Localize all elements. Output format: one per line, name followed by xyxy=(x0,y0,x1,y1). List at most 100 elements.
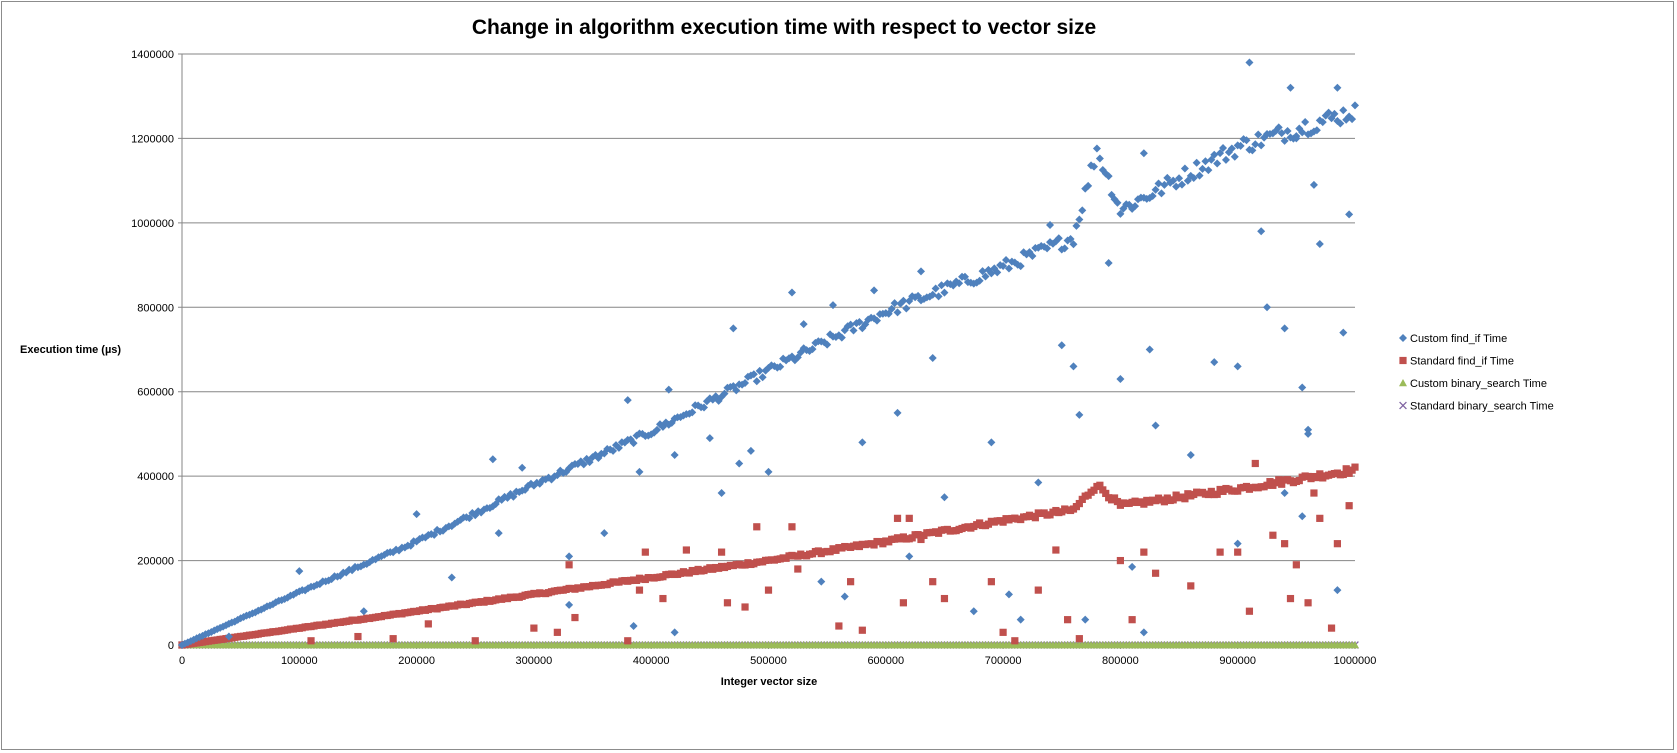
point-standard-find-if-time xyxy=(835,622,843,630)
point-custom-find-if-time xyxy=(817,577,826,586)
point-standard-find-if-time xyxy=(717,548,726,556)
point-standard-find-if-time xyxy=(999,628,1007,636)
point-custom-find-if-time xyxy=(916,267,925,276)
point-standard-find-if-time xyxy=(389,635,397,643)
point-standard-find-if-time xyxy=(1266,478,1274,486)
point-custom-find-if-time xyxy=(717,489,726,498)
gridlines xyxy=(178,53,1355,646)
point-standard-find-if-time xyxy=(1140,500,1148,508)
point-custom-find-if-time xyxy=(732,386,741,395)
point-custom-find-if-time xyxy=(1151,421,1160,430)
point-custom-find-if-time xyxy=(1066,234,1075,243)
y-axis-title: Execution time (µs) xyxy=(20,344,121,356)
point-custom-find-if-time xyxy=(981,272,990,281)
point-standard-find-if-time xyxy=(905,514,913,522)
point-custom-find-if-time xyxy=(565,600,574,609)
point-standard-find-if-time xyxy=(1327,624,1336,632)
point-standard-find-if-time xyxy=(1286,594,1295,603)
point-custom-find-if-time xyxy=(1219,143,1228,152)
point-custom-find-if-time xyxy=(899,296,908,305)
point-standard-find-if-time xyxy=(1313,473,1321,482)
point-custom-find-if-time xyxy=(837,333,846,342)
point-standard-find-if-time xyxy=(565,561,573,569)
point-standard-find-if-time xyxy=(1064,616,1072,624)
point-custom-find-if-time xyxy=(653,425,662,434)
legend-label: Custom find_if Time xyxy=(1410,333,1507,345)
point-custom-find-if-time xyxy=(1213,159,1222,168)
point-custom-find-if-time xyxy=(1192,158,1201,167)
point-custom-find-if-time xyxy=(1251,140,1260,149)
point-custom-find-if-time xyxy=(1157,189,1166,198)
point-custom-find-if-time xyxy=(1254,130,1263,139)
point-custom-find-if-time xyxy=(1072,221,1081,230)
point-standard-find-if-time xyxy=(624,637,632,645)
point-custom-find-if-time xyxy=(518,463,527,472)
point-custom-find-if-time xyxy=(1046,220,1055,229)
point-custom-find-if-time xyxy=(1345,210,1354,219)
point-custom-find-if-time xyxy=(1113,198,1122,207)
point-custom-find-if-time xyxy=(764,467,773,476)
point-custom-find-if-time xyxy=(1016,615,1025,624)
point-custom-find-if-time xyxy=(808,345,817,354)
x-tick-label: 600000 xyxy=(867,655,904,667)
point-custom-find-if-time xyxy=(1236,141,1245,150)
point-custom-find-if-time xyxy=(1286,83,1295,92)
legend-marker xyxy=(1399,356,1407,365)
legend-label: Standard binary_search Time xyxy=(1410,401,1554,413)
point-custom-find-if-time xyxy=(1028,252,1037,261)
point-standard-find-if-time xyxy=(764,586,773,594)
point-standard-find-if-time xyxy=(1034,586,1042,594)
point-custom-find-if-time xyxy=(978,267,987,276)
point-standard-find-if-time xyxy=(858,626,866,634)
point-custom-binary-search-time xyxy=(1351,641,1359,649)
point-standard-find-if-time xyxy=(1052,546,1060,554)
point-standard-find-if-time xyxy=(354,632,362,641)
point-custom-find-if-time xyxy=(1277,129,1286,138)
point-custom-find-if-time xyxy=(600,529,609,538)
point-custom-find-if-time xyxy=(887,304,896,313)
point-standard-find-if-time xyxy=(1251,459,1259,468)
point-custom-find-if-time xyxy=(629,439,638,448)
point-custom-find-if-time xyxy=(893,308,902,317)
point-custom-find-if-time xyxy=(752,377,761,386)
point-standard-find-if-time xyxy=(899,599,907,607)
point-custom-find-if-time xyxy=(629,622,638,631)
point-standard-find-if-time xyxy=(893,514,902,522)
point-custom-find-if-time xyxy=(1333,83,1342,92)
point-standard-find-if-time xyxy=(1213,490,1221,498)
point-custom-find-if-time xyxy=(849,326,858,335)
point-custom-find-if-time xyxy=(741,379,750,388)
point-custom-find-if-time xyxy=(1351,101,1359,110)
point-standard-find-if-time xyxy=(1075,499,1083,508)
legend-marker xyxy=(1399,379,1407,387)
legend-label: Standard find_if Time xyxy=(1410,356,1514,368)
point-standard-find-if-time xyxy=(1269,531,1277,539)
point-custom-find-if-time xyxy=(1104,258,1113,267)
point-custom-find-if-time xyxy=(1054,234,1063,243)
point-custom-find-if-time xyxy=(999,261,1008,270)
point-custom-find-if-time xyxy=(1339,106,1348,115)
point-standard-find-if-time xyxy=(1140,548,1148,556)
point-custom-find-if-time xyxy=(1330,109,1339,118)
point-custom-find-if-time xyxy=(1201,157,1210,166)
point-standard-find-if-time xyxy=(723,599,732,607)
point-standard-find-if-time xyxy=(1245,607,1254,615)
point-custom-find-if-time xyxy=(1304,425,1313,434)
point-custom-find-if-time xyxy=(858,438,867,447)
point-standard-find-if-time xyxy=(424,620,432,628)
point-custom-find-if-time xyxy=(937,281,946,290)
point-custom-find-if-time xyxy=(1069,240,1078,249)
point-custom-find-if-time xyxy=(855,318,864,327)
x-tick-label: 500000 xyxy=(750,655,787,667)
point-custom-find-if-time xyxy=(1242,136,1251,145)
x-tick-label: 900000 xyxy=(1219,655,1256,667)
point-custom-find-if-time xyxy=(928,353,937,362)
point-custom-find-if-time xyxy=(1139,628,1148,637)
point-custom-find-if-time xyxy=(1268,129,1277,138)
legend-marker xyxy=(1399,401,1407,410)
point-custom-find-if-time xyxy=(975,276,984,285)
point-standard-find-if-time xyxy=(929,578,937,586)
point-standard-find-if-time xyxy=(1160,498,1168,506)
point-custom-find-if-time xyxy=(1139,149,1148,158)
